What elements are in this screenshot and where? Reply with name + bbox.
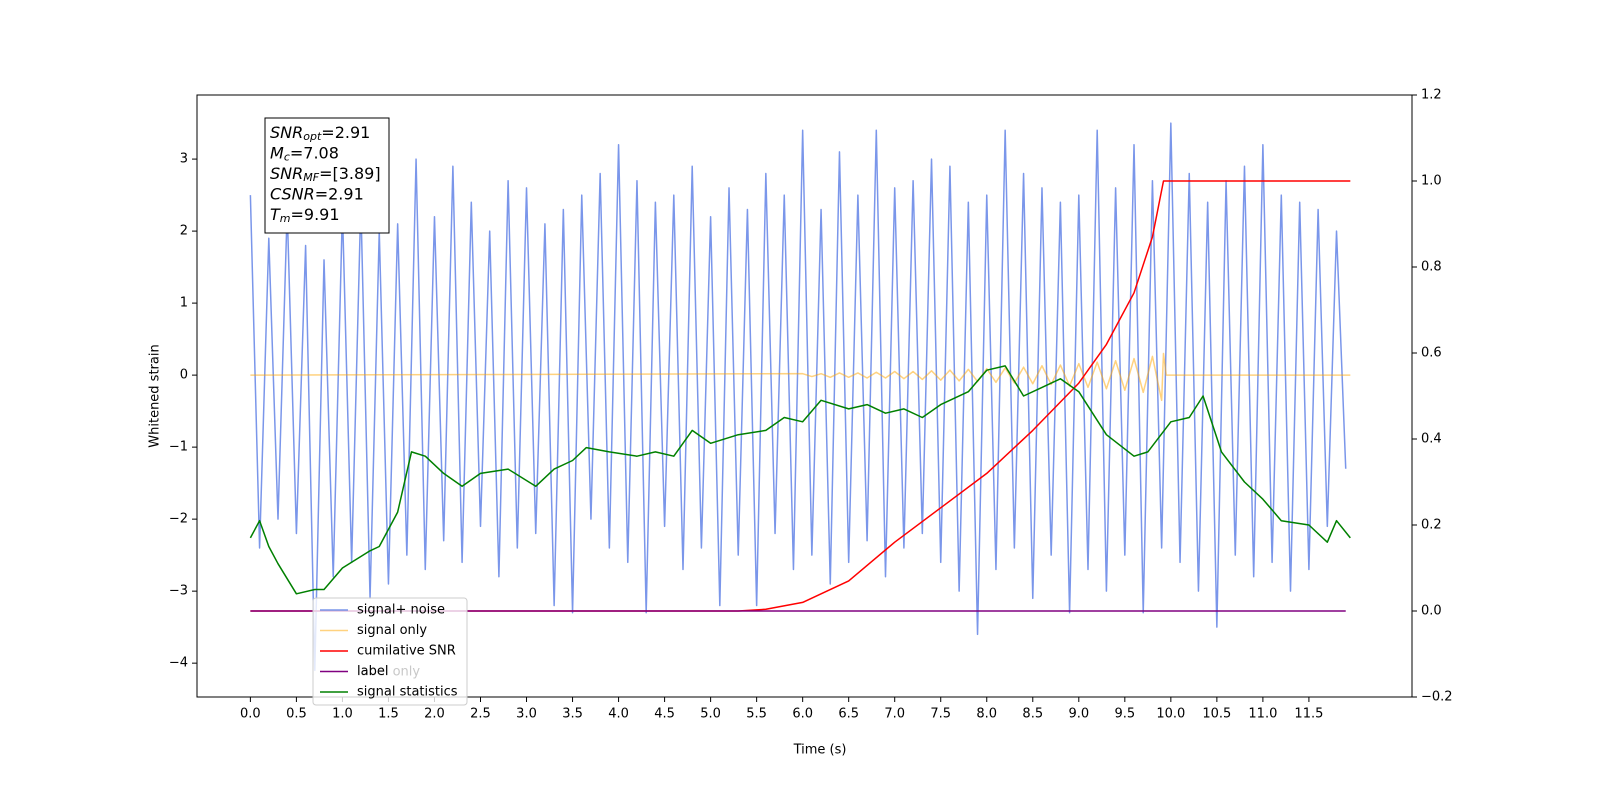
y-tick-label: 3 xyxy=(180,152,188,167)
x-tick-label: 0.5 xyxy=(286,707,307,722)
info-line: Mc=7.08 xyxy=(270,143,339,164)
info-line: SNRMF=[3.89] xyxy=(270,164,381,185)
series-line xyxy=(250,180,1351,612)
x-tick-label: 3.0 xyxy=(516,707,537,722)
info-symbol: SNR xyxy=(270,164,303,183)
x-tick-label: 7.0 xyxy=(884,707,905,722)
legend-label: signal+ noise xyxy=(357,603,445,618)
series-line xyxy=(249,122,1347,672)
x-tick-label: 8.5 xyxy=(1022,707,1043,722)
info-subscript: MF xyxy=(303,171,319,184)
y-tick-label: 2 xyxy=(180,224,188,239)
legend-frame xyxy=(312,597,468,706)
x-tick-label: 4.0 xyxy=(608,707,629,722)
y2-tick-label: 1.0 xyxy=(1421,174,1442,189)
x-tick-label: 6.5 xyxy=(838,707,859,722)
x-tick-label: 10.5 xyxy=(1202,707,1231,722)
x-axis-label: Time (s) xyxy=(793,743,847,758)
x-tick-label: 5.0 xyxy=(700,707,721,722)
x-tick-label: 4.5 xyxy=(654,707,675,722)
info-subscript: m xyxy=(280,212,291,225)
x-tick-label: 2.0 xyxy=(424,707,445,722)
y2-tick-label: 1.2 xyxy=(1421,88,1442,103)
plot-frame xyxy=(196,94,1413,698)
legend-overlay-text: label only xyxy=(357,665,420,680)
y2-tick-label: 0.8 xyxy=(1421,260,1442,275)
y-axis-label: Whitened strain xyxy=(148,344,163,447)
info-symbol: CSNR xyxy=(270,184,315,203)
x-tick-label: 1.0 xyxy=(332,707,353,722)
x-tick-label: 8.0 xyxy=(976,707,997,722)
legend: label only signal+ noise signal only cumila… xyxy=(312,597,468,706)
y-tick-label: 1 xyxy=(180,296,188,311)
x-tick-label: 10.0 xyxy=(1156,707,1185,722)
y2-tick-label: 0.0 xyxy=(1421,604,1442,619)
y2-tick-label: 0.6 xyxy=(1421,346,1442,361)
x-tick-label: 2.5 xyxy=(470,707,491,722)
info-value: =[3.89] xyxy=(319,164,381,183)
y-tick-label: −4 xyxy=(169,656,188,671)
info-box: SNRopt=2.91Mc=7.08SNRMF=[3.89]CSNR=2.91T… xyxy=(264,117,390,234)
x-tick-label: 6.0 xyxy=(792,707,813,722)
legend-label: cumilative SNR xyxy=(357,644,456,659)
info-value: =9.91 xyxy=(291,205,340,224)
info-symbol: T xyxy=(270,205,281,224)
x-tick-label: 9.0 xyxy=(1068,707,1089,722)
series-line xyxy=(250,352,1351,402)
info-line: CSNR=2.91 xyxy=(270,184,364,203)
y-tick-label: −1 xyxy=(169,440,188,455)
info-symbol: SNR xyxy=(270,123,303,142)
y2-tick-label: 0.2 xyxy=(1421,518,1442,533)
info-line: SNRopt=2.91 xyxy=(270,123,370,144)
y2-tick-label: −0.2 xyxy=(1421,690,1453,705)
info-line: Tm=9.91 xyxy=(270,205,340,226)
legend-label: signal only xyxy=(357,623,427,638)
info-value: =7.08 xyxy=(290,143,339,162)
x-tick-label: 11.0 xyxy=(1248,707,1277,722)
series-line xyxy=(249,365,1351,595)
info-value: =2.91 xyxy=(321,123,370,142)
x-tick-label: 9.5 xyxy=(1114,707,1135,722)
info-value: =2.91 xyxy=(315,184,364,203)
x-tick-label: 1.5 xyxy=(378,707,399,722)
y-tick-label: −3 xyxy=(169,584,188,599)
x-tick-label: 3.5 xyxy=(562,707,583,722)
legend-label: signal statistics xyxy=(357,685,458,700)
info-subscript: c xyxy=(284,151,290,164)
x-tick-label: 11.5 xyxy=(1294,707,1323,722)
info-box-frame xyxy=(264,117,390,234)
info-subscript: opt xyxy=(303,130,322,143)
y-tick-label: −2 xyxy=(169,512,188,527)
y2-tick-label: 0.4 xyxy=(1421,432,1442,447)
x-tick-label: 5.5 xyxy=(746,707,767,722)
y-tick-label: 0 xyxy=(180,368,188,383)
legend-label: label xyxy=(357,664,388,679)
x-tick-label: 7.5 xyxy=(930,707,951,722)
info-symbol: M xyxy=(270,143,284,162)
x-tick-label: 0.0 xyxy=(240,707,261,722)
